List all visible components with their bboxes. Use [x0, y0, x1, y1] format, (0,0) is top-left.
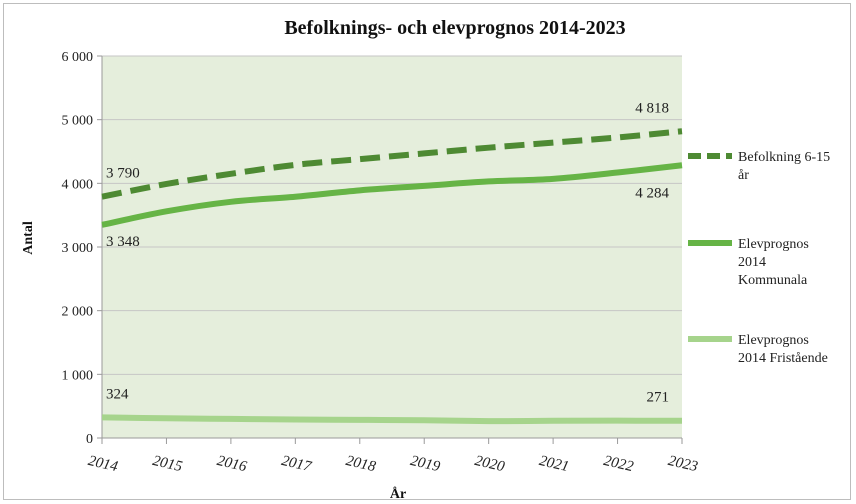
data-label-start: 3 790 — [106, 166, 140, 182]
x-tick-label: 2018 — [344, 453, 377, 475]
x-tick-label: 2019 — [409, 453, 442, 475]
data-labels: 3 790 4 818 3 348 4 284 324 271 — [106, 100, 670, 405]
legend-label-1: Befolkning 6-15 år — [738, 150, 830, 183]
x-tick-label: 2020 — [473, 453, 506, 475]
series-line-2 — [101, 162, 683, 228]
x-tick-label: 2022 — [602, 453, 635, 475]
x-tick-label: 2017 — [280, 453, 314, 476]
y-axis-ticks: 0 1 000 2 000 3 000 4 000 5 000 6 000 — [62, 50, 102, 447]
y-tick-label: 6 000 — [62, 50, 94, 65]
x-tick-label: 2014 — [86, 453, 119, 475]
series-line-3 — [101, 414, 683, 425]
legend-label-2: Elevprognos 2014 Kommunala — [738, 237, 809, 288]
y-axis-title: Antal — [21, 221, 36, 255]
x-tick-label: 2016 — [215, 453, 248, 475]
x-tick-label: 2015 — [151, 453, 184, 475]
data-label-end: 4 284 — [635, 185, 669, 201]
x-axis-ticks: 2014 2015 2016 2017 2018 2019 2020 2021 2022 2023 — [86, 438, 699, 476]
series-lines — [101, 128, 683, 425]
data-label-end: 271 — [647, 390, 670, 406]
y-tick-label: 4 000 — [62, 177, 94, 192]
data-label-start: 3 348 — [106, 234, 140, 250]
x-tick-label: 2021 — [538, 453, 571, 475]
x-tick-label: 2023 — [666, 453, 699, 475]
y-tick-label: 1 000 — [62, 368, 94, 383]
data-label-end: 4 818 — [635, 100, 669, 116]
y-tick-label: 2 000 — [62, 305, 94, 320]
gridlines — [101, 55, 682, 439]
y-tick-label: 0 — [86, 432, 93, 447]
series-line-1 — [101, 128, 683, 200]
y-tick-label: 3 000 — [62, 241, 94, 256]
chart-title: Befolknings- och elevprognos 2014-2023 — [284, 17, 625, 39]
legend: Befolkning 6-15 år Elevprognos 2014 Kommunal… — [688, 150, 830, 366]
x-axis-title: År — [390, 486, 406, 502]
y-tick-label: 5 000 — [62, 114, 94, 129]
legend-label-3: Elevprognos 2014 Fristående — [738, 333, 828, 366]
data-label-start: 324 — [106, 386, 129, 402]
